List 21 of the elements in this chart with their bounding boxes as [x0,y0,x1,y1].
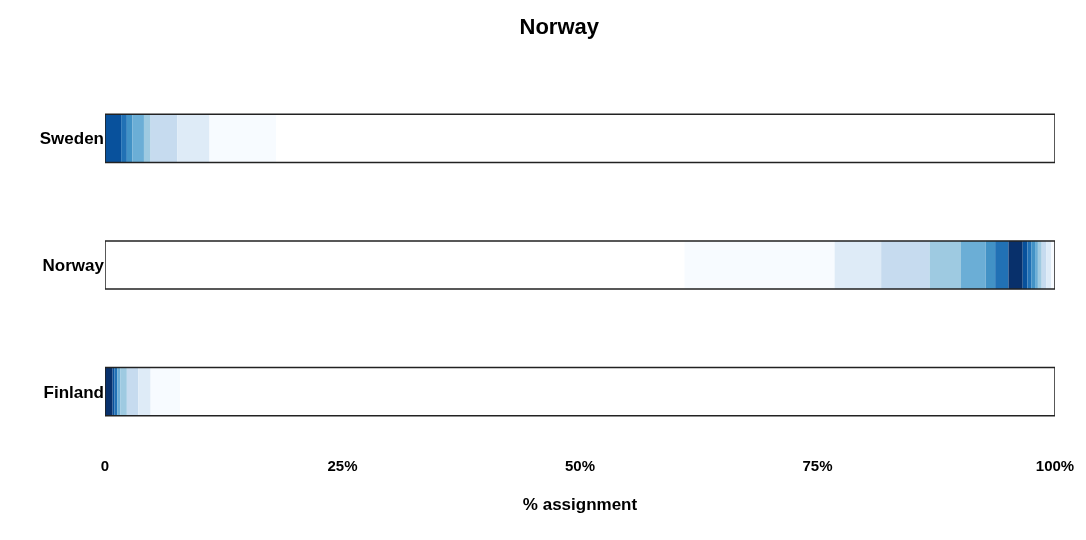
x-axis-title: % assignment [522,495,638,515]
x-tick-label: 25% [327,457,358,474]
bar [1031,240,1036,290]
bar [1027,240,1032,290]
bar [132,114,144,163]
y-tick-label: Norway [42,255,105,275]
bar [150,114,178,163]
chart-title: Norway [519,14,600,40]
bar [126,367,139,416]
x-tick-label: 75% [802,457,833,474]
bar [1046,240,1052,290]
x-tick-label: 0 [100,457,110,474]
x-tick-label: 50% [564,457,596,474]
bar [1037,240,1042,290]
bar [1008,240,1023,290]
bar [1035,240,1038,290]
y-tick-label: Sweden [39,129,104,149]
y-tick-label: Finland [43,382,104,402]
x-tick-label: 100% [1035,457,1075,474]
bar [120,367,127,416]
bar [143,114,151,163]
